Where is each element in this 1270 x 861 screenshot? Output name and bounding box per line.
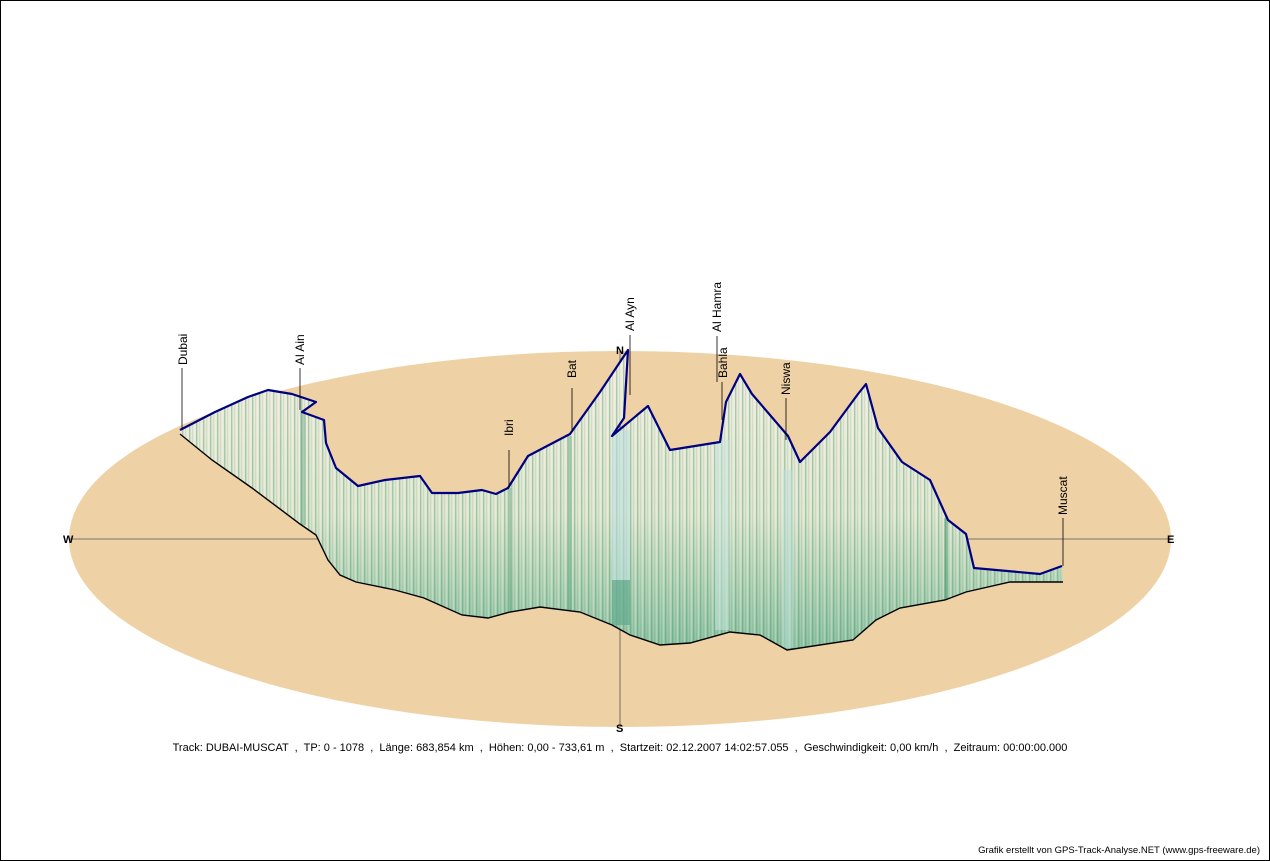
elevation-profile-line xyxy=(179,348,1063,576)
track-info-line: Track: DUBAI-MUSCAT , TP: 0 - 1078 , Län… xyxy=(172,742,1068,754)
town-label-niswa: Niswa xyxy=(779,362,793,395)
elevation-curtain xyxy=(180,350,1063,650)
town-label-al-ayn: Al Ayn xyxy=(623,297,637,331)
compass-east: E xyxy=(1167,534,1174,546)
town-label-al-ain: Al Ain xyxy=(293,334,307,365)
town-label-ibri: Ibri xyxy=(502,419,516,436)
town-label-bat: Bat xyxy=(565,359,579,378)
town-label-muscat: Muscat xyxy=(1056,476,1070,515)
town-label-dubai: Dubai xyxy=(176,334,190,365)
credit-line: Grafik erstellt von GPS-Track-Analyse.NE… xyxy=(978,845,1260,856)
ground-track-line xyxy=(179,433,1063,651)
town-label-bahla: Bahla xyxy=(716,347,730,378)
compass-west: W xyxy=(63,534,74,546)
compass-south: S xyxy=(616,723,623,735)
compass-north: N xyxy=(616,345,624,357)
town-label-al-hamra: Al Hamra xyxy=(710,282,724,332)
town-markers xyxy=(181,335,1064,566)
